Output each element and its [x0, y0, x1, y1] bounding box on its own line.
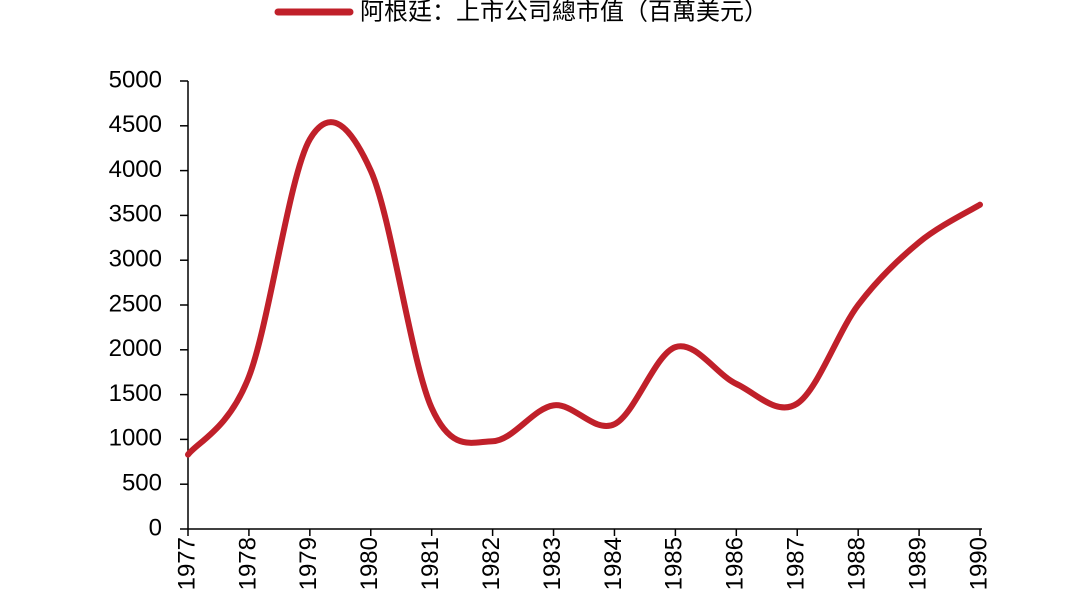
x-tick-label: 1981 [417, 537, 444, 590]
x-tick-label: 1986 [722, 537, 749, 590]
y-tick-label: 3000 [109, 246, 162, 273]
legend-label: 阿根廷：上市公司總市值（百萬美元） [360, 0, 768, 25]
y-tick-label: 0 [149, 514, 162, 541]
x-tick-label: 1978 [234, 537, 261, 590]
y-tick-label: 4500 [109, 111, 162, 138]
x-tick-label: 1980 [356, 537, 383, 590]
x-tick-label: 1989 [904, 537, 931, 590]
x-tick-label: 1987 [783, 537, 810, 590]
y-tick-label: 2500 [109, 290, 162, 317]
x-tick-label: 1982 [478, 537, 505, 590]
x-tick-label: 1979 [295, 537, 322, 590]
data-line [185, 119, 983, 458]
x-tick-label: 1984 [600, 537, 627, 590]
y-tick-label: 2000 [109, 335, 162, 362]
x-tick-label: 1990 [965, 537, 992, 590]
x-tick-label: 1988 [843, 537, 870, 590]
y-tick-label: 500 [122, 470, 162, 497]
y-tick-label: 1000 [109, 425, 162, 452]
x-tick-label: 1977 [173, 537, 200, 590]
y-tick-label: 3500 [109, 201, 162, 228]
x-tick-label: 1983 [539, 537, 566, 590]
y-tick-label: 5000 [109, 66, 162, 93]
y-tick-label: 1500 [109, 380, 162, 407]
y-tick-label: 4000 [109, 156, 162, 183]
x-tick-label: 1985 [661, 537, 688, 590]
